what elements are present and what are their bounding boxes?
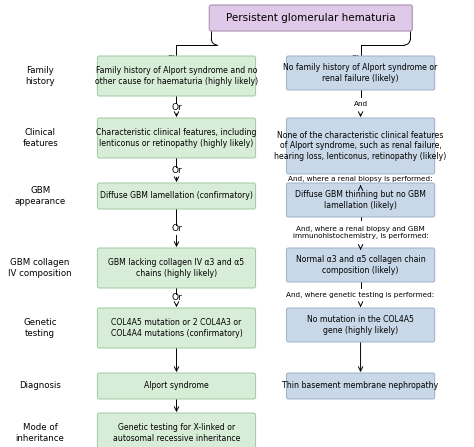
Text: Or: Or (171, 166, 182, 175)
FancyBboxPatch shape (210, 5, 412, 31)
Text: Diffuse GBM lamellation (confirmatory): Diffuse GBM lamellation (confirmatory) (100, 191, 253, 201)
Text: GBM
appearance: GBM appearance (15, 186, 66, 206)
Text: No family history of Alport syndrome or
renal failure (likely): No family history of Alport syndrome or … (283, 63, 438, 83)
FancyBboxPatch shape (286, 248, 435, 282)
Text: Plus: Plus (167, 55, 186, 64)
Text: Genetic
testing: Genetic testing (23, 318, 57, 337)
Text: Or: Or (171, 294, 182, 303)
Text: Family history of Alport syndrome and no
other cause for haematuria (highly like: Family history of Alport syndrome and no… (95, 66, 258, 86)
Text: Persistent glomerular hematuria: Persistent glomerular hematuria (226, 13, 396, 23)
FancyBboxPatch shape (286, 118, 435, 174)
FancyBboxPatch shape (286, 183, 435, 217)
Text: Diagnosis: Diagnosis (19, 381, 61, 391)
Text: Family
history: Family history (26, 66, 55, 86)
Text: Or: Or (171, 224, 182, 233)
Text: Thin basement membrane nephropathy: Thin basement membrane nephropathy (283, 381, 439, 391)
FancyBboxPatch shape (286, 373, 435, 399)
FancyBboxPatch shape (97, 183, 255, 209)
FancyBboxPatch shape (97, 308, 255, 348)
Text: Normal α3 and α5 collagen chain
composition (likely): Normal α3 and α5 collagen chain composit… (296, 255, 426, 275)
Text: No mutation in the COL4A5
gene (highly likely): No mutation in the COL4A5 gene (highly l… (307, 315, 414, 335)
Text: GBM lacking collagen IV α3 and α5
chains (highly likely): GBM lacking collagen IV α3 and α5 chains… (109, 258, 245, 278)
Text: And, where a renal biopsy and GBM
immunohistochemistry, is performed:: And, where a renal biopsy and GBM immuno… (292, 226, 428, 239)
Text: Or: Or (171, 102, 182, 111)
Text: And, where genetic testing is performed:: And, where genetic testing is performed: (286, 292, 435, 298)
FancyBboxPatch shape (286, 56, 435, 90)
Text: Genetic testing for X-linked or
autosomal recessive inheritance: Genetic testing for X-linked or autosoma… (113, 423, 240, 443)
Text: None of the characteristic clinical features
of Alport syndrome, such as renal f: None of the characteristic clinical feat… (274, 131, 447, 161)
Text: Diffuse GBM thinning but no GBM
lamellation (likely): Diffuse GBM thinning but no GBM lamellat… (295, 190, 426, 210)
Text: Characteristic clinical features, including
lenticonus or retinopathy (highly li: Characteristic clinical features, includ… (96, 128, 257, 148)
Text: Alport syndrome: Alport syndrome (144, 381, 209, 391)
FancyBboxPatch shape (97, 373, 255, 399)
Text: And: And (354, 101, 368, 107)
Text: COL4A5 mutation or 2 COL4A3 or
COL4A4 mutations (confirmatory): COL4A5 mutation or 2 COL4A3 or COL4A4 mu… (110, 318, 242, 338)
FancyBboxPatch shape (97, 248, 255, 288)
FancyBboxPatch shape (97, 56, 255, 96)
FancyBboxPatch shape (286, 308, 435, 342)
Text: Mode of
inheritance: Mode of inheritance (16, 423, 64, 443)
Text: GBM collagen
IV composition: GBM collagen IV composition (9, 258, 72, 278)
Text: Plus: Plus (351, 55, 370, 64)
Text: Clinical
features: Clinical features (22, 128, 58, 148)
FancyBboxPatch shape (97, 413, 255, 447)
Text: And, where a renal biopsy is performed:: And, where a renal biopsy is performed: (288, 176, 433, 181)
FancyBboxPatch shape (97, 118, 255, 158)
